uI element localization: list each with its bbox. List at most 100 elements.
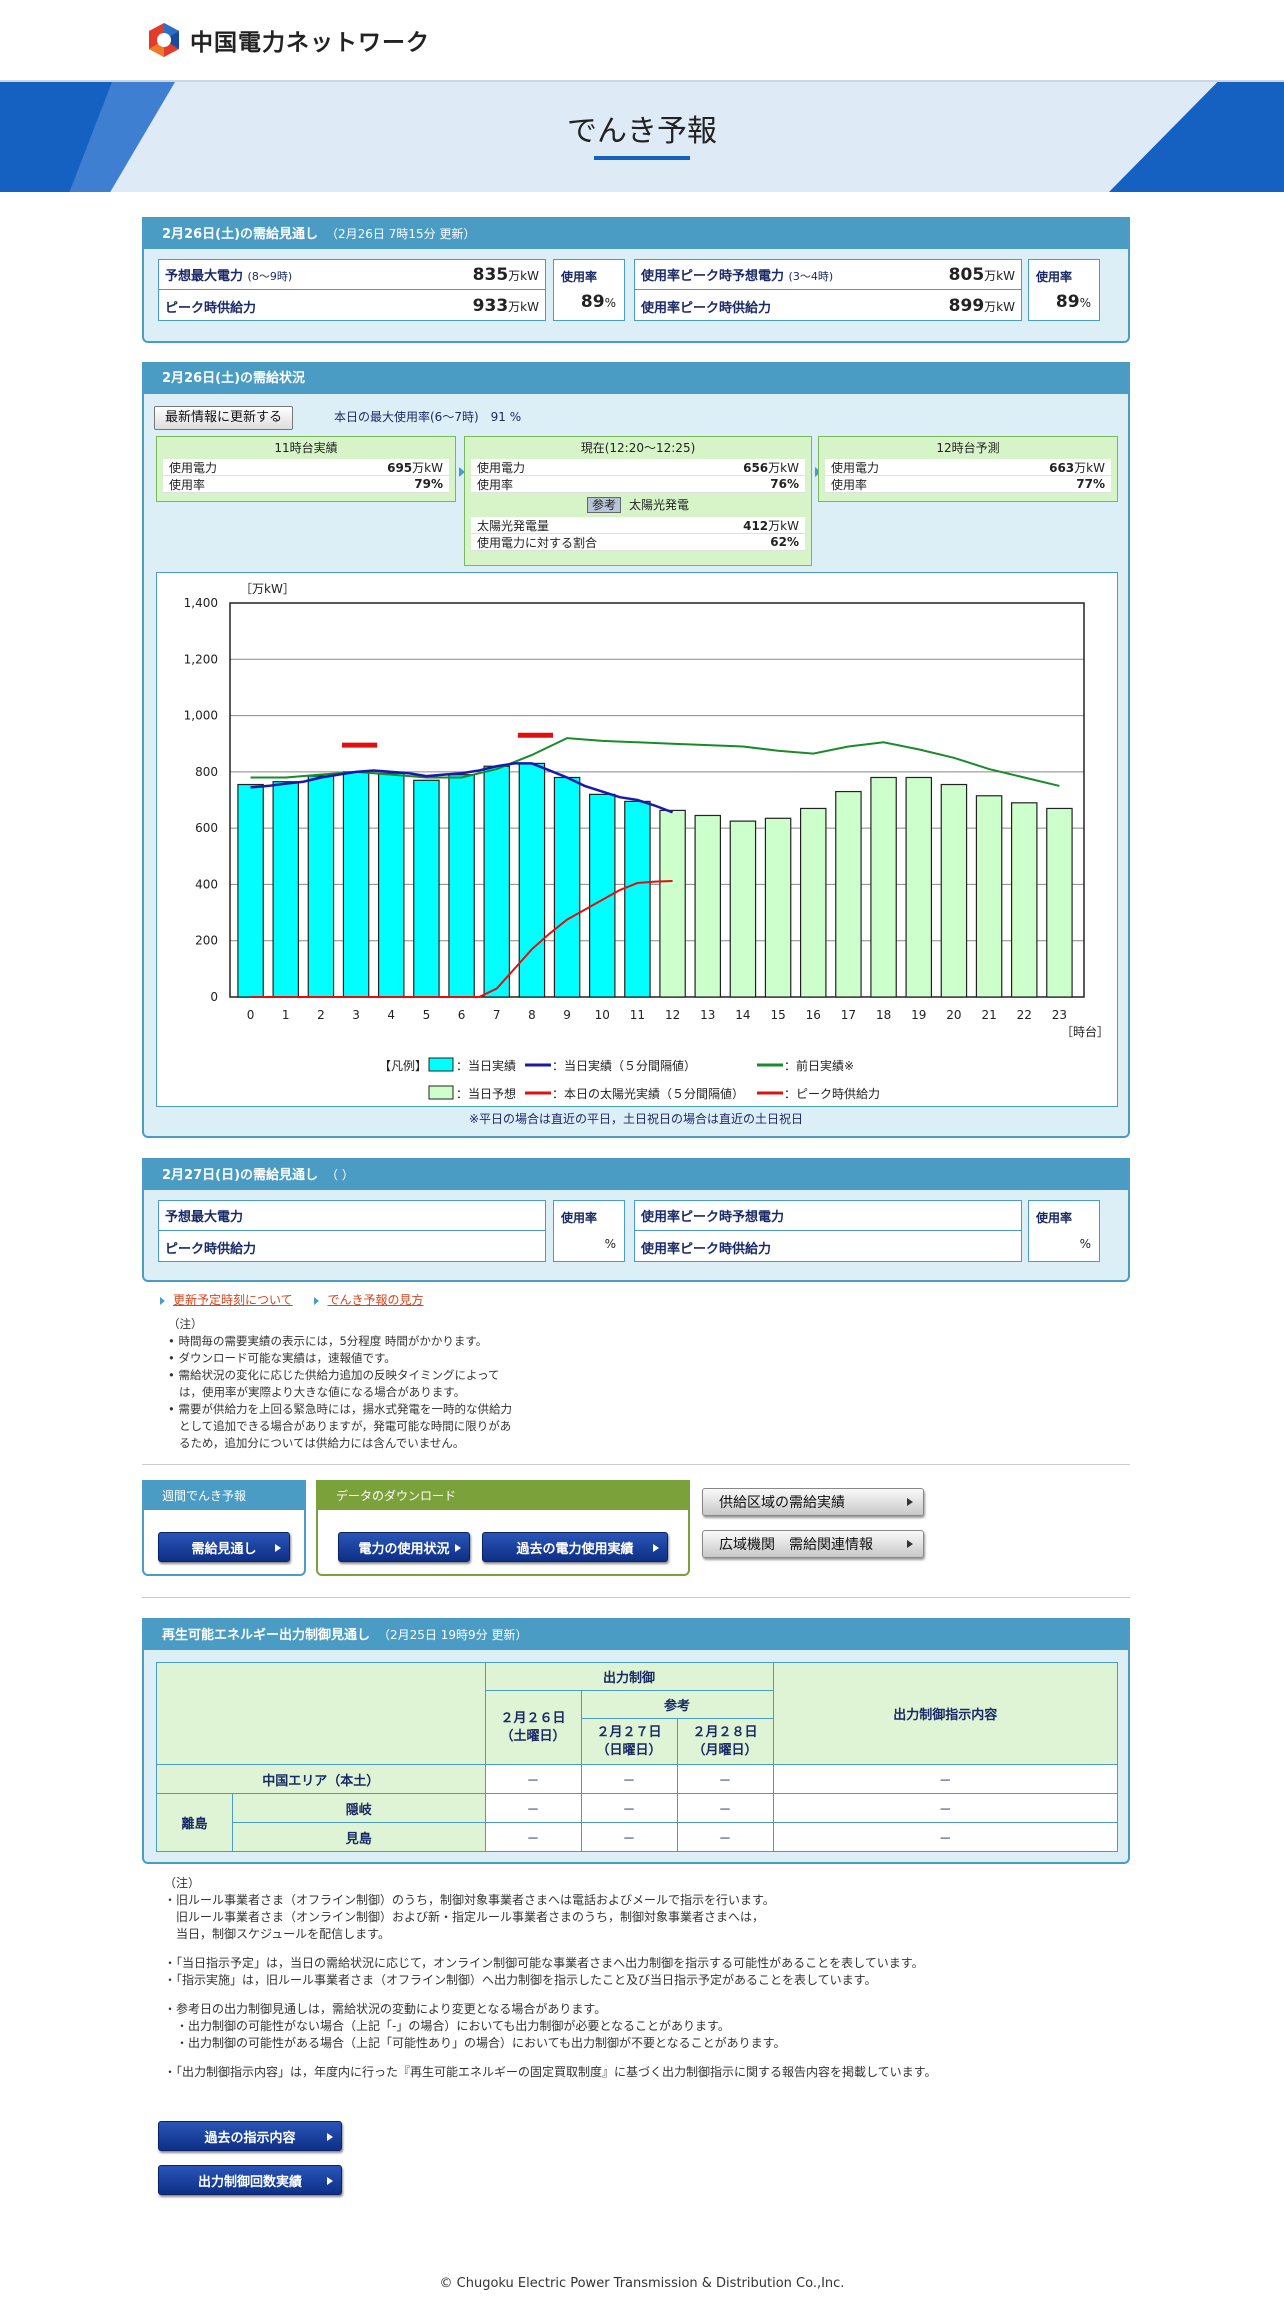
notes: （注） • 時間毎の需要実績の表示には，5分程度 時間がかかります。 • ダウン… xyxy=(168,1317,512,1450)
bar xyxy=(272,781,300,998)
y-tick-label: 200 xyxy=(195,934,218,948)
renewable-header: 再生可能エネルギー出力制御見通し （2月25日 19時9分 更新） xyxy=(144,1620,1128,1650)
tomorrow-max-demand-box: 予想最大電力 ピーク時供給力 xyxy=(158,1200,546,1262)
usage-rate-box: 使用率 89% xyxy=(553,259,625,321)
x-tick-label: 15 xyxy=(770,1008,785,1022)
usage-status-button[interactable]: 電力の使用状況 xyxy=(338,1532,470,1562)
x-tick-label: 21 xyxy=(981,1008,996,1022)
title-banner: でんき予報 xyxy=(0,82,1284,192)
x-tick-label: 1 xyxy=(282,1008,290,1022)
divider xyxy=(142,1464,1130,1465)
forecast-today-header: 2月26日(土)の需給見通し （2月26日 7時15分 更新） xyxy=(144,219,1128,249)
header-divider xyxy=(0,80,1284,82)
bar xyxy=(624,800,651,998)
footer-copyright: © Chugoku Electric Power Transmission & … xyxy=(439,2276,845,2291)
renewable-panel: 再生可能エネルギー出力制御見通し （2月25日 19時9分 更新） 出力制御 出力… xyxy=(142,1618,1130,1864)
occto-info-button[interactable]: 広域機関 需給関連情報 xyxy=(702,1530,924,1558)
page-title: でんき予報 xyxy=(567,114,717,149)
legend-prefix: 【凡例】 xyxy=(379,1059,427,1073)
status-panel: 2月26日(土)の需給状況 最新情報に更新する 本日の最大使用率(6～7時) 9… xyxy=(142,362,1130,1138)
today-max-rate: 本日の最大使用率(6～7時) 91 % xyxy=(334,410,522,424)
x-tick-label: 6 xyxy=(458,1008,466,1022)
divider xyxy=(142,1597,1130,1598)
weekly-forecast-button[interactable]: 需給見通し xyxy=(158,1532,290,1562)
bar xyxy=(553,776,581,998)
legend-swatch xyxy=(428,1057,454,1072)
x-tick-label: 2 xyxy=(317,1008,325,1022)
peak-rate-box: 使用率ピーク時予想電力 (3～4時) 805万kW 使用率ピーク時供給力 899… xyxy=(634,259,1022,321)
logo-text: 中国電力ネットワーク xyxy=(190,30,430,56)
area-supply-button[interactable]: 供給区域の需給実績 xyxy=(702,1488,924,1516)
max-demand-box: 予想最大電力 (8～9時) 835万kW ピーク時供給力 933万kW xyxy=(158,259,546,321)
x-tick-label: 22 xyxy=(1017,1008,1032,1022)
legend-swatch xyxy=(428,1085,454,1100)
weekly-box: 週間でんき予報 需給見通し xyxy=(142,1480,306,1576)
logo-mark-icon xyxy=(146,22,182,58)
tomorrow-peak-rate-box: 使用率ピーク時予想電力 使用率ピーク時供給力 xyxy=(634,1200,1022,1262)
bar xyxy=(518,762,546,998)
demand-chart: 0 200 400 600 800 1,000 1,200 1,400 ［万kW］ ［時台］ 0 1 2… xyxy=(156,572,1118,1107)
bar xyxy=(799,807,827,998)
info-links: 更新予定時刻について でんき予報の見方 xyxy=(160,1291,424,1308)
update-time-link[interactable]: 更新予定時刻について xyxy=(173,1293,293,1307)
forecast-today-panel: 2月26日(土)の需給見通し （2月26日 7時15分 更新） 予想最大電力 (8… xyxy=(142,217,1130,343)
bar xyxy=(342,771,370,998)
x-tick-label: 4 xyxy=(387,1008,395,1022)
x-tick-label: 3 xyxy=(352,1008,360,1022)
legend-label: ：当日予想 xyxy=(456,1086,516,1101)
bar xyxy=(377,772,405,998)
bar xyxy=(1010,802,1038,998)
y-tick-label: 1,200 xyxy=(184,652,218,666)
y-tick-label: 1,400 xyxy=(184,596,218,610)
y-tick-label: 400 xyxy=(195,877,218,891)
legend-label: ：ピーク時供給力 xyxy=(784,1087,880,1101)
chart-footnote: ※平日の場合は直近の平日，土日祝日の場合は直近の土日祝日 xyxy=(468,1112,804,1126)
refresh-button[interactable]: 最新情報に更新する xyxy=(154,406,294,430)
bar xyxy=(729,820,757,998)
bar xyxy=(764,817,792,998)
x-tick-label: 13 xyxy=(700,1008,715,1022)
x-tick-label: 14 xyxy=(735,1008,750,1022)
bar xyxy=(940,783,968,998)
past-usage-button[interactable]: 過去の電力使用実績 xyxy=(482,1532,668,1562)
legend-label: ：当日実績 xyxy=(456,1058,516,1073)
x-tick-label: 11 xyxy=(630,1008,645,1022)
actual-box: 11時台実績 使用電力 695万kW 使用率 79% xyxy=(156,436,456,502)
bar xyxy=(659,809,686,998)
control-count-button[interactable]: 出力制御回数実績 xyxy=(158,2165,342,2195)
download-box: データのダウンロード 電力の使用状況 過去の電力使用実績 xyxy=(316,1480,690,1576)
bar xyxy=(448,774,475,998)
forecast-tomorrow-header: 2月27日(日)の需給見通し（ ） xyxy=(144,1160,1128,1190)
x-tick-label: 9 xyxy=(563,1008,571,1022)
bar xyxy=(975,795,1003,998)
x-tick-label: 16 xyxy=(806,1008,821,1022)
solar-line xyxy=(250,880,673,998)
bar xyxy=(483,765,511,998)
bar xyxy=(870,776,897,998)
renewable-table: 出力制御 出力制御指示内容 ２月２６日 （土曜日） 参考 ２月２７日 （日曜日） ２… xyxy=(156,1662,1119,1852)
how-to-link[interactable]: でんき予報の見方 xyxy=(327,1293,424,1307)
x-tick-label: 20 xyxy=(946,1008,961,1022)
bar xyxy=(905,776,933,998)
past-instructions-button[interactable]: 過去の指示内容 xyxy=(158,2121,342,2151)
y-tick-label: 0 xyxy=(210,990,218,1004)
bar xyxy=(694,814,722,998)
x-tick-label: 0 xyxy=(247,1008,255,1022)
x-tick-label: 19 xyxy=(911,1008,926,1022)
usage-rate2-box: 使用率 89% xyxy=(1028,259,1100,321)
bar xyxy=(835,790,862,998)
y-tick-label: 800 xyxy=(195,765,218,779)
bar xyxy=(413,779,440,998)
tomorrow-usage-rate-box: 使用率 % xyxy=(553,1200,625,1262)
current-box: 現在(12:20～12:25) 使用電力 656万kW 使用率 76% 参考 太陽光発… xyxy=(464,436,812,566)
forecast-tomorrow-panel: 2月27日(日)の需給見通し（ ） 予想最大電力 ピーク時供給力 使用率 % 使… xyxy=(142,1158,1130,1282)
x-tick-label: 12 xyxy=(665,1008,680,1022)
plot-frame xyxy=(229,602,1085,998)
actual-5min-line xyxy=(250,762,674,814)
y-tick-label: 600 xyxy=(195,821,218,835)
site-logo[interactable]: 中国電力ネットワーク xyxy=(146,22,430,58)
forecast-box: 12時台予測 使用電力 663万kW 使用率 77% xyxy=(818,436,1118,502)
bar xyxy=(307,775,335,998)
legend-label: ：前日実績※ xyxy=(784,1058,854,1073)
status-header: 2月26日(土)の需給状況 xyxy=(144,364,1128,394)
